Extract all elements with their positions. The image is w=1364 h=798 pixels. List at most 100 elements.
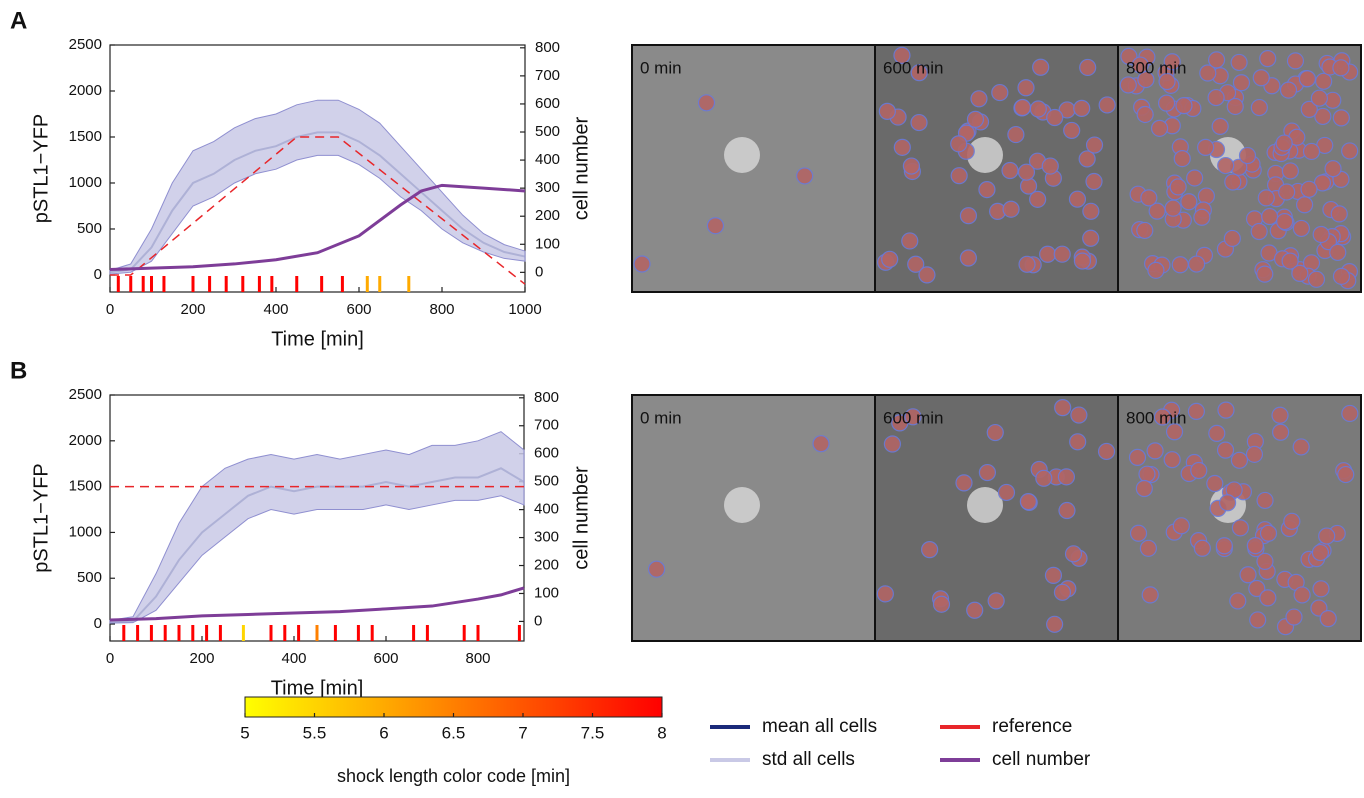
cell	[1276, 212, 1294, 231]
shock-tick	[370, 625, 374, 641]
std-band	[109, 431, 525, 624]
cell	[1169, 178, 1187, 196]
cell	[1272, 423, 1290, 441]
shock-tick	[407, 276, 411, 292]
x-tick-label: 600	[373, 650, 398, 667]
y-tick-label: 0	[94, 266, 102, 283]
cell	[1139, 539, 1157, 557]
x-tick-label: 400	[263, 301, 288, 318]
shock-tick	[162, 276, 166, 292]
image-label: 0 min	[640, 58, 682, 77]
x-tick-label: 1000	[508, 301, 541, 318]
shock-tick	[356, 625, 360, 641]
cell	[1256, 491, 1274, 510]
y-axis-label: pSTL1−YFP	[30, 114, 52, 224]
y2-tick-label: 600	[534, 445, 559, 462]
cell	[1257, 189, 1275, 207]
cell	[1250, 98, 1268, 117]
cell	[1208, 424, 1226, 442]
cell	[876, 585, 894, 603]
y2-tick-label: 0	[535, 263, 543, 280]
x-tick-label: 0	[106, 301, 114, 318]
legend-label: mean all cells	[762, 716, 877, 737]
shock-tick	[218, 625, 222, 641]
cell	[1190, 461, 1208, 480]
cell	[1199, 64, 1217, 82]
x-axis-label: Time [min]	[271, 328, 364, 350]
y-tick-label: 1500	[69, 128, 102, 145]
shock-tick	[191, 276, 195, 292]
colorbar-tick-label: 7.5	[581, 723, 605, 742]
cell	[1070, 406, 1088, 424]
y2-tick-label: 200	[535, 207, 560, 224]
cell	[1029, 190, 1047, 208]
panel-label: A	[10, 7, 27, 34]
cell	[1312, 225, 1330, 244]
colorbar-tick-label: 5.5	[303, 723, 327, 742]
x-tick-label: 200	[180, 301, 205, 318]
cell	[1341, 404, 1359, 423]
y2-tick-label: 100	[535, 235, 560, 252]
cell	[1215, 537, 1233, 555]
cell	[1256, 265, 1274, 283]
cell	[978, 463, 997, 482]
y-tick-label: 500	[77, 569, 102, 586]
shock-tick	[116, 276, 120, 292]
image-label: 0 min	[640, 408, 682, 427]
cell	[1292, 219, 1310, 238]
y-tick-label: 0	[94, 615, 102, 632]
cell	[1002, 200, 1020, 218]
x-tick-label: 800	[429, 301, 454, 318]
cell	[1146, 442, 1164, 460]
y-tick-label: 500	[77, 220, 102, 237]
cell	[1135, 479, 1153, 498]
shock-tick	[149, 625, 153, 641]
cell	[1078, 150, 1096, 168]
x-tick-label: 800	[465, 650, 490, 667]
colorbar-tick-label: 5	[240, 723, 249, 742]
cell	[1001, 161, 1019, 180]
cell	[1311, 543, 1330, 562]
cell	[1238, 146, 1257, 165]
shock-tick	[241, 625, 245, 641]
cell	[991, 83, 1009, 102]
panel-label: B	[10, 357, 27, 384]
cell	[1324, 160, 1342, 178]
cell	[1172, 517, 1190, 535]
cell	[1216, 441, 1235, 459]
cell	[1217, 156, 1235, 175]
cell	[647, 560, 666, 578]
cell	[910, 113, 928, 132]
cell	[1046, 108, 1064, 127]
cell	[966, 601, 984, 619]
cell	[1058, 501, 1076, 520]
y2-tick-label: 800	[535, 39, 560, 56]
y-tick-label: 2500	[69, 36, 102, 53]
cell	[1286, 52, 1305, 70]
cell	[1252, 69, 1270, 87]
cell	[1285, 608, 1303, 626]
cell	[1046, 615, 1064, 633]
x-tick-label: 0	[106, 650, 114, 667]
cell	[1173, 149, 1191, 168]
y-tick-label: 1000	[69, 174, 102, 191]
cell	[986, 423, 1004, 442]
cell	[1165, 423, 1184, 441]
shock-tick	[283, 625, 287, 641]
cell	[1332, 109, 1350, 127]
cell	[1250, 222, 1268, 241]
cell	[1138, 465, 1156, 483]
glow	[724, 137, 760, 173]
cell	[1153, 408, 1172, 426]
y2-tick-label: 300	[535, 179, 560, 196]
cell	[1206, 474, 1224, 493]
x-axis-label: Time [min]	[271, 677, 364, 699]
cell	[1312, 580, 1330, 598]
cell	[1147, 261, 1165, 279]
y2-tick-label: 700	[535, 67, 560, 84]
cell	[1310, 89, 1328, 107]
cell	[1057, 468, 1076, 486]
cell	[987, 592, 1005, 610]
cell	[812, 435, 830, 453]
cell	[878, 102, 896, 120]
